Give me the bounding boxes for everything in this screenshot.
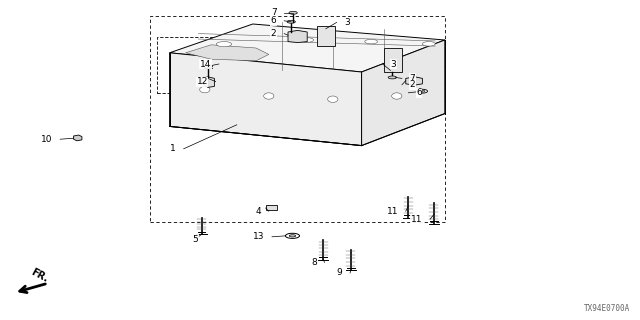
Text: 7: 7: [410, 74, 415, 83]
Text: 11: 11: [387, 207, 398, 216]
Bar: [266, 205, 277, 210]
Ellipse shape: [204, 65, 212, 68]
Bar: [317, 26, 335, 46]
Text: 14: 14: [200, 60, 211, 68]
Text: 3: 3: [390, 60, 396, 68]
Text: 2: 2: [271, 29, 276, 38]
Polygon shape: [288, 30, 307, 43]
Text: 4: 4: [255, 207, 261, 216]
Polygon shape: [202, 77, 214, 87]
Ellipse shape: [422, 42, 435, 46]
Polygon shape: [406, 77, 422, 85]
Text: 11: 11: [411, 215, 422, 224]
Polygon shape: [362, 40, 445, 146]
Ellipse shape: [328, 96, 338, 102]
Ellipse shape: [365, 39, 378, 44]
Text: FR.: FR.: [29, 267, 50, 284]
Ellipse shape: [200, 86, 210, 93]
Polygon shape: [74, 135, 82, 141]
Polygon shape: [170, 24, 445, 72]
Text: 6: 6: [416, 88, 422, 97]
Bar: [384, 48, 402, 72]
Text: 3: 3: [344, 18, 350, 27]
Text: 12: 12: [196, 77, 208, 86]
Ellipse shape: [417, 89, 428, 93]
Ellipse shape: [388, 76, 397, 79]
Text: 2: 2: [410, 80, 415, 89]
Text: 6: 6: [271, 16, 276, 25]
Ellipse shape: [216, 42, 232, 47]
Ellipse shape: [301, 38, 314, 42]
Text: 1: 1: [170, 144, 176, 153]
Polygon shape: [170, 53, 362, 146]
Bar: [150, 16, 445, 222]
Text: 8: 8: [311, 258, 317, 267]
Text: TX94E0700A: TX94E0700A: [584, 304, 630, 313]
Ellipse shape: [420, 90, 425, 92]
Polygon shape: [186, 45, 269, 61]
Ellipse shape: [392, 93, 402, 99]
Ellipse shape: [285, 233, 300, 238]
Ellipse shape: [264, 93, 274, 99]
Ellipse shape: [289, 12, 298, 14]
Text: 13: 13: [253, 232, 264, 241]
Ellipse shape: [287, 20, 296, 23]
Text: 10: 10: [41, 135, 52, 144]
Ellipse shape: [289, 235, 296, 237]
Text: 7: 7: [271, 8, 276, 17]
Text: 5: 5: [193, 235, 198, 244]
Bar: [157, 37, 237, 93]
Text: 9: 9: [337, 268, 342, 277]
